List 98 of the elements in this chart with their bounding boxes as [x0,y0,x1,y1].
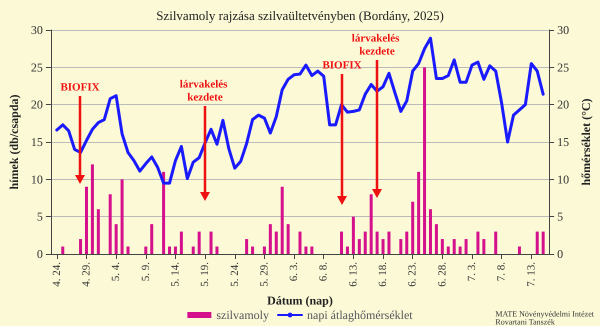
y2-tick-label: 30 [557,23,570,37]
bar [428,209,432,254]
x-tick-label: 6. 23. [406,262,419,287]
bar [476,232,480,254]
bar [542,232,545,254]
y-tick-label: 25 [30,60,43,74]
x-tick-label: 7. 3. [466,262,478,282]
bar [268,224,272,254]
bar [90,164,94,254]
bar [126,246,130,254]
bar [198,232,201,254]
x-tick-label: 5. 14. [169,262,182,287]
bar [150,224,154,254]
legend-label: szilvamoly [216,308,270,322]
bar [144,246,148,254]
bar [304,246,308,254]
bar [192,246,195,254]
annotation: BIOFIX [322,60,362,72]
bar [340,232,344,254]
bar [79,239,82,254]
bar [494,232,498,254]
y2-tick-label: 5 [557,210,564,224]
bar [364,232,367,254]
bar [518,246,521,254]
x-tick-label: 5. 4. [110,262,122,282]
x-tick-label: 6. 28. [436,262,448,287]
y-tick-label: 15 [30,135,43,149]
bar [387,232,390,254]
x-axis-title: Dátum (nap) [267,294,333,308]
text: MATE Növényvédelmi Intézet Rovartani Tanszék [495,310,596,326]
y-tick-label: 30 [30,23,43,37]
y2-tick-label: 25 [557,60,570,74]
annotation: BIOFIX [60,82,100,94]
x-tick-label: 6. 13. [347,262,360,287]
x-tick-label: 6. 18. [377,262,390,287]
y2-axis-title: hőmérséklet (°C) [579,98,593,186]
bar [168,246,172,254]
bar [358,239,361,254]
bar [180,232,183,254]
bar [399,239,402,254]
x-tick-label: 6. 8. [318,262,330,282]
legend-label: napi átlaghőmérséklet [307,308,414,322]
annotation: lárvakelés kezdete [352,32,402,58]
bar [352,216,355,254]
bar [464,239,468,254]
y2-tick-label: 20 [557,98,570,112]
annotation: lárvakelés kezdete [180,78,230,104]
bar [536,232,539,254]
bar [411,202,414,254]
bar [434,224,438,254]
bar [162,172,166,254]
y2-tick-label: 10 [557,172,570,186]
bar [417,172,420,254]
bar [482,239,486,254]
y-axis-title: hímek (db/csapda) [7,94,21,190]
bar [298,232,302,254]
bar [274,232,278,254]
y-tick-label: 0 [36,247,43,261]
bar [458,246,462,254]
bar [108,194,112,254]
bar [120,179,124,254]
bar [280,186,284,254]
x-tick-label: 4. 24. [50,262,63,287]
y-tick-label: 5 [36,210,43,224]
bar [61,246,64,254]
x-tick-label: 5. 9. [140,262,152,282]
x-tick-label: 7. 8. [496,262,508,282]
bar [370,194,373,254]
bar [446,246,450,254]
chart-title: Szilvamoly rajzása szilvaültetvényben (Bordány, 2025) [156,8,444,23]
bar [440,239,444,254]
bar [382,239,385,254]
bar [423,67,426,254]
bar [310,246,314,254]
bar [84,186,88,254]
bar [262,246,266,254]
bar [251,246,254,254]
y2-tick-label: 15 [557,135,570,149]
bar [245,239,248,254]
x-tick-label: 5. 24. [228,262,241,287]
x-tick-label: 6. 3. [288,262,300,282]
x-tick-label: 5. 19. [199,262,212,287]
bar [286,224,290,254]
x-tick-label: 4. 29. [80,262,92,287]
y-tick-label: 10 [30,172,43,186]
bar [376,232,379,254]
x-tick-label: 5. 29. [258,262,270,287]
bar [96,209,100,254]
bar [174,246,177,254]
bar [346,246,349,254]
bar [114,224,118,254]
bar [215,246,218,254]
y-tick-label: 20 [30,98,43,112]
bar [452,239,456,254]
bar [405,232,408,254]
x-tick-label: 7. 13. [525,262,538,287]
bar [210,232,213,254]
y2-tick-label: 0 [557,247,564,261]
